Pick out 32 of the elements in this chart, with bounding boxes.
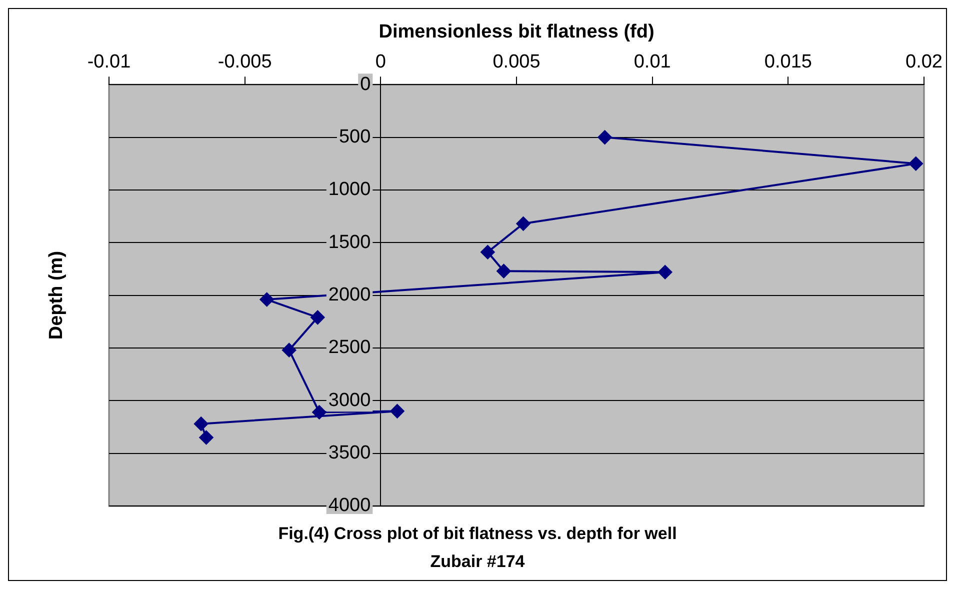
point [480,245,495,260]
point [310,310,325,324]
x-tick-label: 0.005 [492,51,540,72]
y-tick-label: 0 [360,74,371,95]
point [312,405,326,420]
y-axis-title: Depth (m) [46,250,68,340]
y-tick-label: 1000 [328,179,371,200]
point [199,430,214,445]
point [194,416,208,431]
point [496,264,511,278]
y-tick-label: 2000 [328,284,371,306]
point [908,156,923,171]
text: Fig.(4) Cross plot of bit flatness vs. depth for well Zubair #174 [277,523,678,573]
x-tick-label: 0.02 [906,51,942,72]
point [658,265,672,280]
x-tick-label: -0.01 [87,51,131,72]
y-tick-label: 3500 [328,442,371,464]
y-tick-label: 1500 [328,232,371,253]
y-tick-label: 500 [338,126,371,148]
x-tick-label: -0.005 [218,51,272,72]
point [598,130,612,144]
point [516,216,530,231]
x-tick-label: 0 [375,51,386,72]
x-axis-title: Dimensionless bit flatness (fd) [378,22,654,43]
y-tick-label: 2500 [328,337,371,358]
point [282,343,296,358]
point [260,292,274,307]
x-tick-label: 0.01 [634,51,671,72]
y-tick-label: 3000 [328,390,371,411]
y-tick-label: 4000 [328,495,371,516]
point [390,404,404,418]
x-tick-label: 0.015 [764,51,812,72]
